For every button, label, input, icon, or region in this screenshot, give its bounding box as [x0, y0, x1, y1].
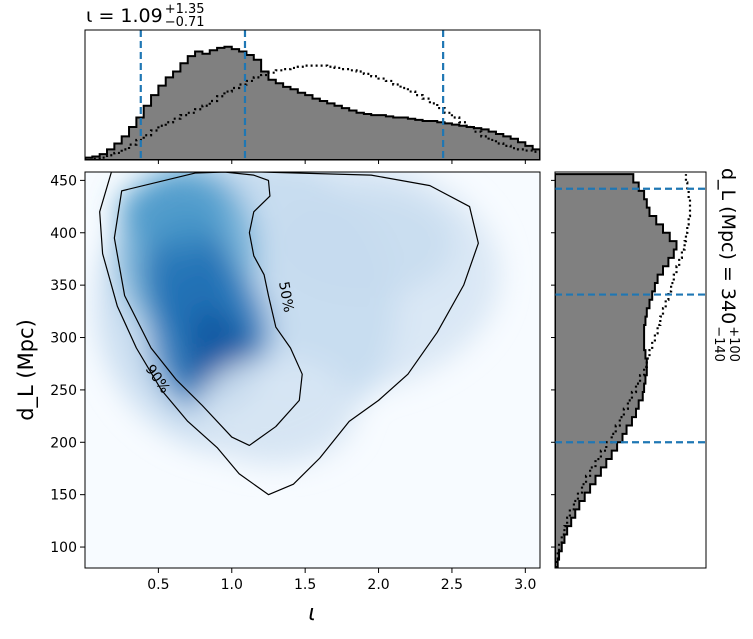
- x-tick-label-2.0: 2.0: [367, 577, 389, 593]
- x-tick-label-1.0: 1.0: [221, 577, 243, 593]
- right-marginal-frame: [554, 171, 707, 569]
- y-tick-label-100: 100: [50, 540, 77, 556]
- density-blob-6: [118, 176, 229, 247]
- top-prior-histogram: [85, 64, 540, 160]
- right-marginal-title: d_L (Mpc) = 340: [717, 168, 739, 324]
- joint-panel: 50%90% 0.5 1.0 1.5 2.0 2.5 3.0 10015020025030…: [14, 171, 541, 626]
- y-axis-label: d_L (Mpc): [14, 319, 39, 421]
- x-tick-label-2.5: 2.5: [441, 577, 463, 593]
- contour-label-50pct: 50%: [275, 280, 296, 313]
- right-posterior-histogram: [555, 173, 678, 568]
- y-tick-label-400: 400: [50, 226, 77, 242]
- top-title-subscript: −0.71: [165, 15, 205, 30]
- right-title-subscript: −140: [711, 326, 726, 362]
- y-tick-label-350: 350: [50, 278, 77, 294]
- density-blob-group: [96, 172, 500, 466]
- y-tick-label-150: 150: [50, 488, 77, 504]
- density-blob-7: [273, 188, 454, 299]
- top-title-superscript: +1.35: [165, 2, 205, 17]
- y-tick-label-450: 450: [50, 173, 77, 189]
- contour-90pct: [99, 172, 479, 496]
- right-prior-histogram: [555, 174, 692, 568]
- y-tick-label-250: 250: [50, 383, 77, 399]
- top-marginal-title: ι = 1.09: [86, 5, 163, 27]
- top-title-main: ι = 1.09: [86, 5, 163, 27]
- density-blob-8: [195, 355, 356, 466]
- x-tick-label-0.5: 0.5: [147, 577, 169, 593]
- x-tick-label-3.0: 3.0: [514, 577, 536, 593]
- contour-50pct: [113, 172, 303, 447]
- density-heatmap: [96, 172, 500, 466]
- x-axis-label: ι: [308, 601, 315, 626]
- joint-frame: [84, 171, 541, 569]
- top-marginal-panel: ι = 1.09 +1.35 −0.71: [84, 2, 541, 164]
- right-marginal-panel: d_L (Mpc) = 340 +100 −140: [551, 168, 741, 569]
- right-title-superscript: +100: [726, 326, 741, 362]
- top-marginal-frame: [84, 29, 541, 161]
- y-tick-label-300: 300: [50, 331, 77, 347]
- x-tick-label-1.5: 1.5: [294, 577, 316, 593]
- y-tick-label-200: 200: [50, 435, 77, 451]
